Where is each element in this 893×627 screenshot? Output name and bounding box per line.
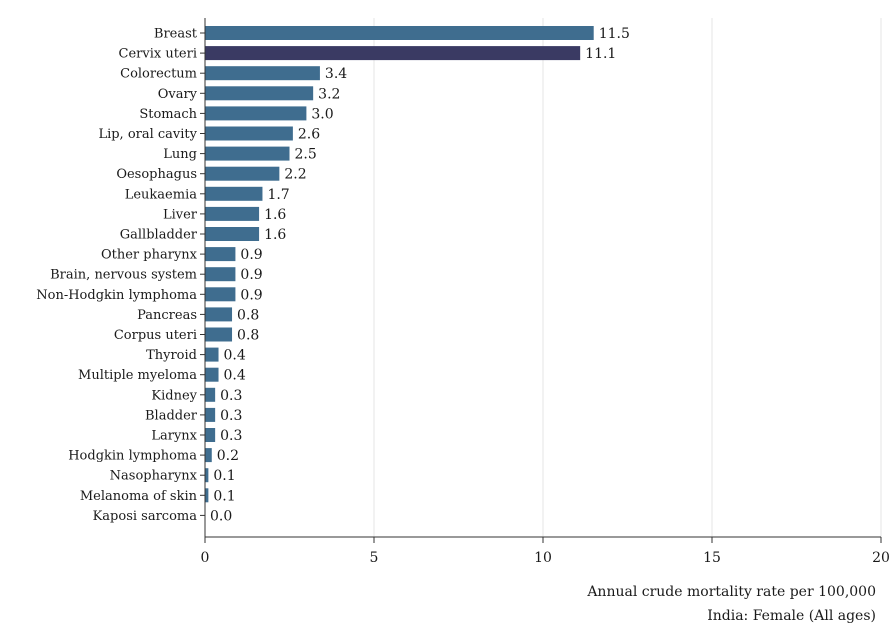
bar bbox=[205, 227, 260, 241]
bar bbox=[205, 206, 260, 221]
category-label: Leukaemia bbox=[125, 187, 198, 202]
category-label: Larynx bbox=[151, 429, 197, 444]
value-label: 3.2 bbox=[318, 86, 340, 102]
category-label: Multiple myeloma bbox=[78, 368, 197, 383]
bars bbox=[205, 26, 594, 503]
value-label: 1.7 bbox=[267, 187, 289, 203]
bar bbox=[205, 166, 280, 181]
bar bbox=[205, 46, 581, 61]
category-labels: Breast Cervix uteri Colorectum Ovary Stomach… bbox=[36, 27, 198, 524]
chart-subtitle: India: Female (All ages) bbox=[707, 608, 876, 624]
bar bbox=[205, 488, 209, 503]
value-label: 0.1 bbox=[213, 468, 235, 484]
value-label: 0.2 bbox=[217, 448, 239, 464]
category-label: Corpus uteri bbox=[114, 328, 197, 343]
value-label: 0.1 bbox=[213, 488, 235, 504]
category-label: Pancreas bbox=[137, 308, 197, 323]
bar bbox=[205, 347, 219, 362]
bar bbox=[205, 247, 236, 262]
bar bbox=[205, 186, 263, 201]
bar bbox=[205, 146, 290, 161]
category-label: Brain, nervous system bbox=[50, 268, 197, 283]
value-label: 1.6 bbox=[264, 227, 286, 243]
category-label: Colorectum bbox=[120, 67, 197, 82]
bar bbox=[205, 448, 212, 463]
value-label: 0.3 bbox=[220, 428, 242, 444]
value-label: 0.9 bbox=[240, 247, 262, 263]
gridlines bbox=[373, 18, 882, 537]
value-labels: 11.511.13.43.23.02.62.52.21.71.61.60.90.… bbox=[210, 26, 630, 524]
category-label: Stomach bbox=[139, 107, 197, 122]
value-label: 1.6 bbox=[264, 207, 286, 223]
value-label: 2.2 bbox=[284, 167, 306, 183]
category-label: Other pharynx bbox=[101, 248, 198, 263]
category-label: Cervix uteri bbox=[119, 47, 197, 62]
bar bbox=[205, 126, 293, 141]
bar bbox=[205, 367, 219, 382]
bar bbox=[205, 407, 216, 422]
value-label: 2.5 bbox=[295, 147, 317, 163]
axes: 0 5 10 15 20 bbox=[200, 18, 890, 566]
category-label: Bladder bbox=[145, 408, 198, 423]
bar bbox=[205, 387, 216, 402]
bar bbox=[205, 428, 216, 442]
bar bbox=[205, 26, 594, 40]
bar bbox=[205, 267, 236, 282]
category-label: Kidney bbox=[151, 388, 197, 403]
x-axis-label: Annual crude mortality rate per 100,000 bbox=[586, 584, 876, 600]
x-tick-label: 20 bbox=[872, 550, 890, 566]
value-label: 11.5 bbox=[599, 26, 630, 42]
bar bbox=[205, 66, 320, 81]
category-label: Gallbladder bbox=[120, 228, 198, 243]
value-label: 3.0 bbox=[311, 106, 333, 122]
value-label: 0.9 bbox=[240, 287, 262, 303]
category-label: Hodgkin lymphoma bbox=[68, 449, 197, 464]
category-label: Breast bbox=[154, 27, 198, 42]
value-label: 3.4 bbox=[325, 66, 347, 82]
value-label: 0.0 bbox=[210, 508, 232, 524]
bar bbox=[205, 468, 209, 483]
value-label: 0.3 bbox=[220, 408, 242, 424]
value-label: 0.3 bbox=[220, 388, 242, 404]
category-label: Liver bbox=[163, 207, 198, 222]
category-label: Kaposi sarcoma bbox=[93, 509, 198, 524]
category-label: Lip, oral cavity bbox=[98, 127, 197, 142]
x-tick-label: 0 bbox=[201, 550, 210, 566]
value-label: 0.4 bbox=[224, 348, 246, 364]
value-label: 0.8 bbox=[237, 307, 259, 323]
category-label: Non-Hodgkin lymphoma bbox=[36, 288, 197, 303]
category-label: Ovary bbox=[158, 87, 198, 102]
bar bbox=[205, 327, 233, 342]
category-label: Thyroid bbox=[146, 348, 197, 363]
category-label: Lung bbox=[163, 147, 197, 162]
value-label: 11.1 bbox=[585, 46, 616, 62]
bar bbox=[205, 106, 307, 121]
category-label: Nasopharynx bbox=[110, 469, 198, 484]
value-label: 2.6 bbox=[298, 127, 320, 143]
x-tick-label: 15 bbox=[703, 550, 721, 566]
x-tick-label: 5 bbox=[370, 550, 379, 566]
category-label: Oesophagus bbox=[116, 167, 197, 182]
value-label: 0.8 bbox=[237, 328, 259, 344]
value-label: 0.4 bbox=[224, 368, 246, 384]
bar bbox=[205, 86, 314, 101]
x-tick-label: 10 bbox=[534, 550, 552, 566]
bar bbox=[205, 307, 233, 322]
value-label: 0.9 bbox=[240, 267, 262, 283]
bar bbox=[205, 287, 236, 302]
category-label: Melanoma of skin bbox=[80, 489, 198, 504]
